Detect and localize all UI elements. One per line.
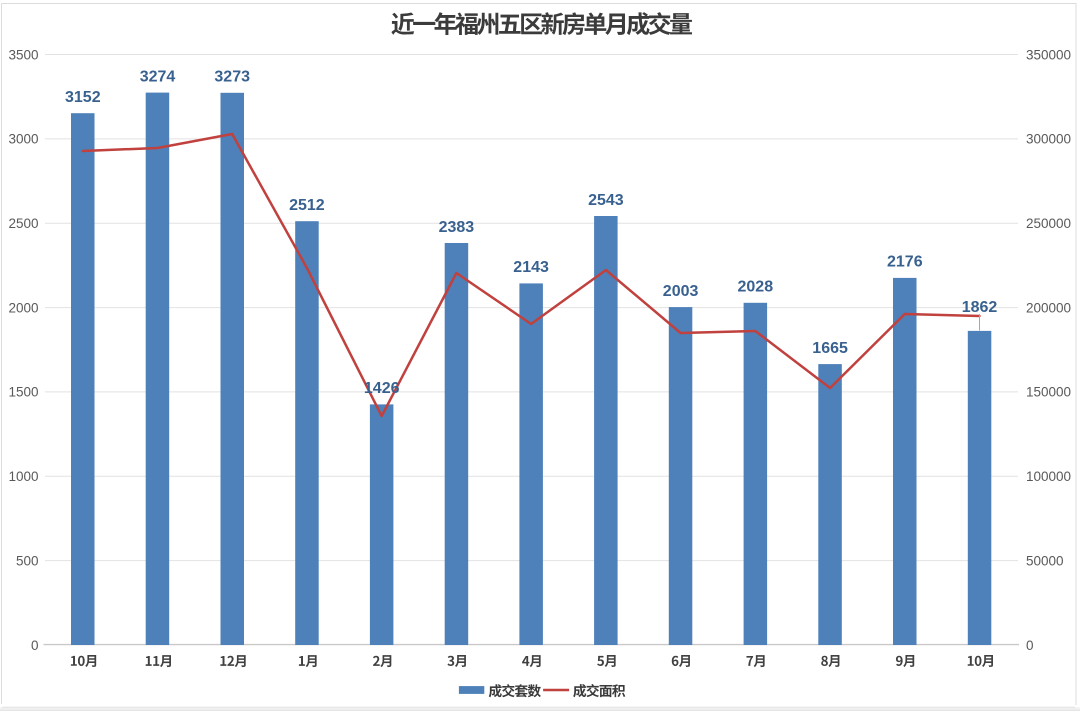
svg-text:1862: 1862 — [962, 299, 998, 316]
svg-text:0: 0 — [31, 638, 39, 653]
svg-text:1500: 1500 — [8, 385, 38, 400]
svg-text:150000: 150000 — [1026, 385, 1071, 400]
svg-text:2176: 2176 — [887, 254, 923, 271]
svg-text:100000: 100000 — [1026, 469, 1071, 484]
svg-text:1000: 1000 — [8, 469, 38, 484]
svg-text:3500: 3500 — [8, 47, 38, 62]
svg-text:2383: 2383 — [439, 219, 475, 236]
svg-text:250000: 250000 — [1026, 216, 1071, 231]
svg-text:2000: 2000 — [8, 300, 38, 315]
svg-text:2512: 2512 — [289, 197, 325, 214]
svg-text:2003: 2003 — [663, 283, 699, 300]
svg-text:300000: 300000 — [1026, 132, 1071, 147]
svg-text:2500: 2500 — [8, 216, 38, 231]
svg-text:500: 500 — [16, 553, 39, 568]
svg-text:0: 0 — [1026, 638, 1034, 653]
svg-text:2543: 2543 — [588, 192, 624, 209]
svg-text:3000: 3000 — [8, 132, 38, 147]
svg-text:3274: 3274 — [140, 68, 176, 85]
svg-text:3152: 3152 — [65, 89, 101, 106]
svg-text:3273: 3273 — [214, 69, 250, 86]
svg-text:200000: 200000 — [1026, 300, 1071, 315]
svg-text:50000: 50000 — [1026, 553, 1064, 568]
svg-text:2143: 2143 — [513, 259, 549, 276]
svg-text:1665: 1665 — [812, 340, 848, 357]
svg-text:1426: 1426 — [364, 380, 400, 397]
svg-text:350000: 350000 — [1026, 47, 1071, 62]
svg-text:2028: 2028 — [738, 279, 774, 296]
